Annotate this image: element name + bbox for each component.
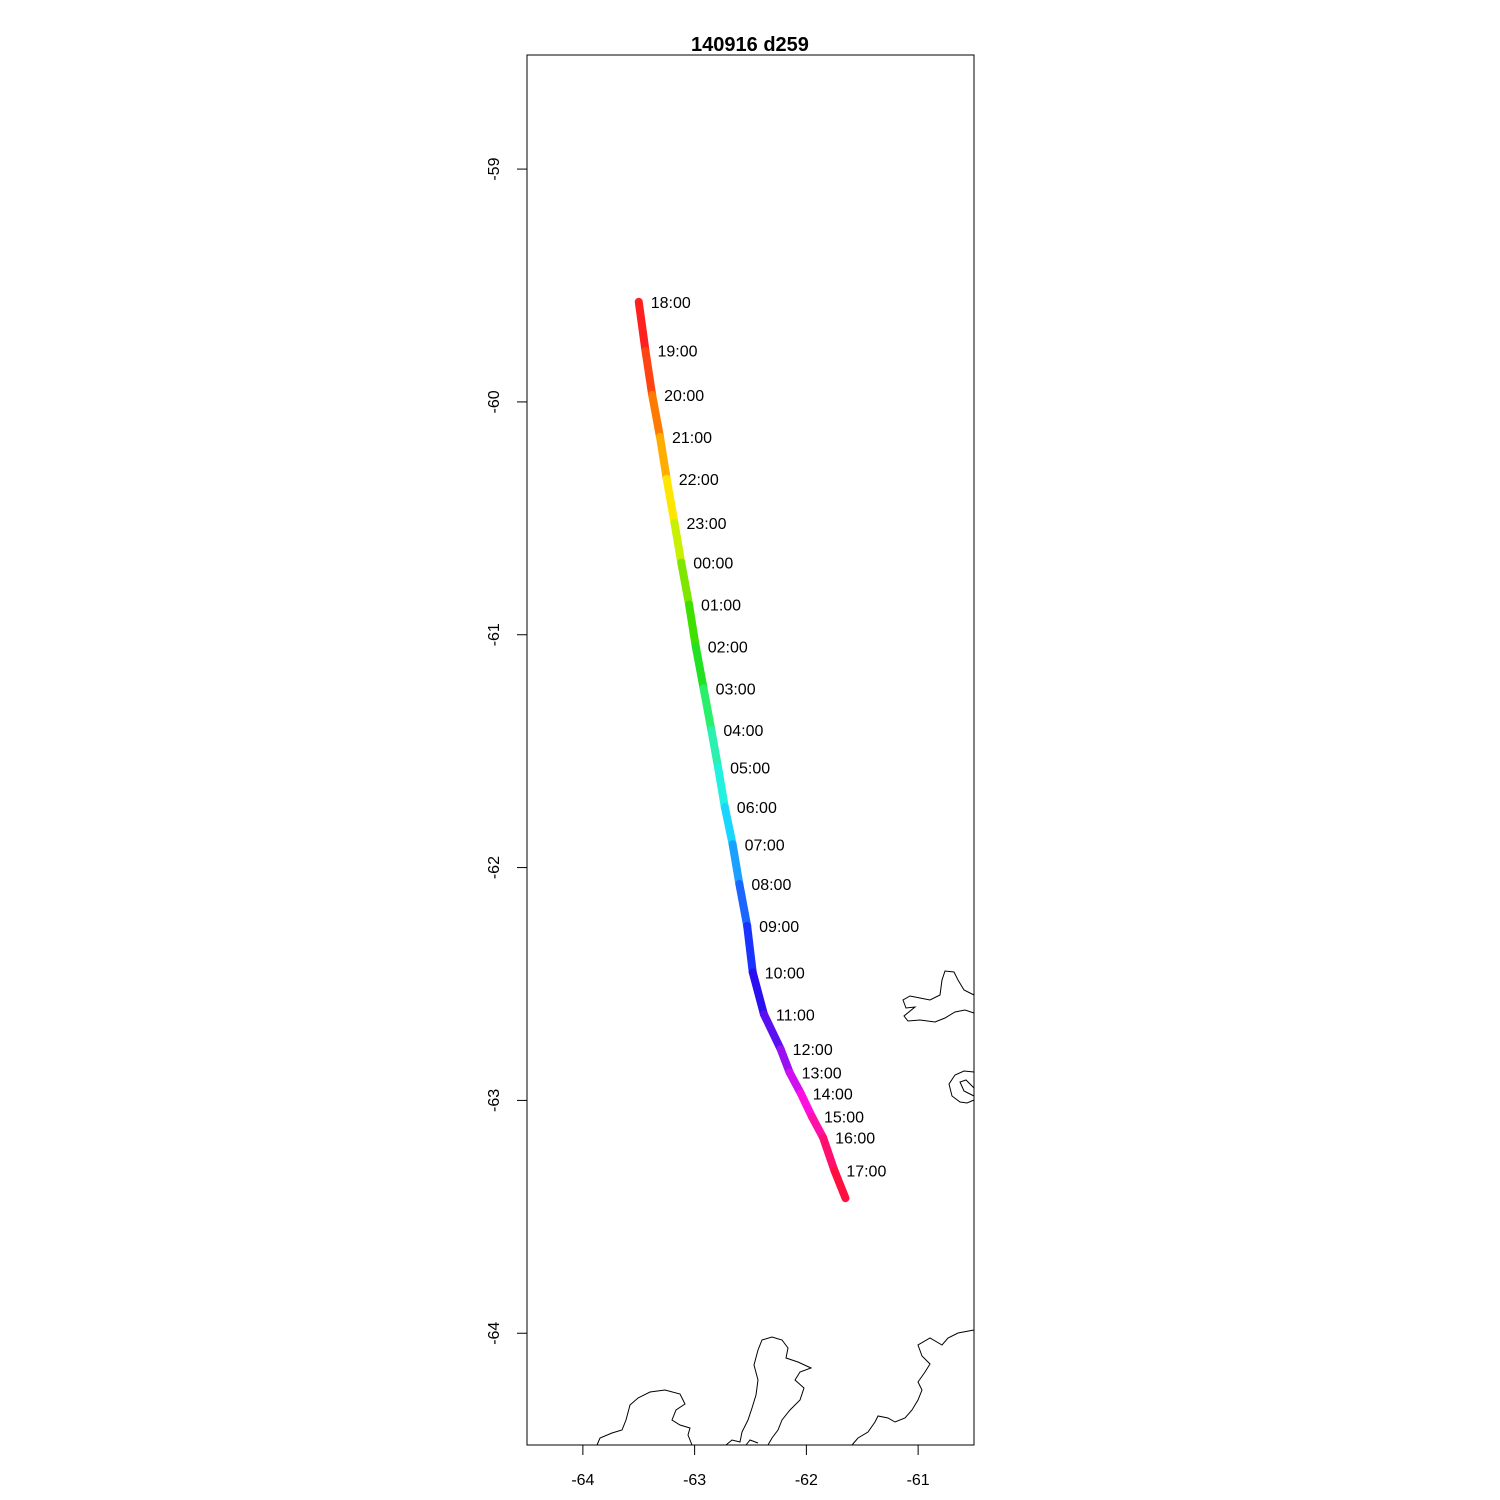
time-label: 06:00 <box>737 800 777 817</box>
coastline-peninsula-center <box>725 1336 813 1446</box>
time-label: 15:00 <box>824 1110 864 1127</box>
track-segment <box>655 432 671 483</box>
track-segment <box>670 518 686 567</box>
time-label: 00:00 <box>693 556 733 573</box>
track-segment <box>796 1089 816 1121</box>
track-segment <box>743 921 757 977</box>
y-axis: -59 -60 -61 -62 -63 -64 <box>486 157 528 1345</box>
x-tick-label: -62 <box>795 1472 818 1489</box>
time-label: 18:00 <box>651 295 691 312</box>
time-label: 07:00 <box>745 837 785 854</box>
track-segment <box>685 600 700 651</box>
track-segment <box>662 474 679 527</box>
time-label: 02:00 <box>708 639 748 656</box>
y-tick-label: -61 <box>486 623 503 646</box>
track-segment <box>641 346 657 399</box>
time-label: 01:00 <box>701 597 741 614</box>
time-label: 11:00 <box>776 1007 815 1024</box>
track-segment <box>720 803 737 849</box>
x-axis: -64 -63 -62 -61 <box>571 1444 930 1489</box>
ship-track <box>634 297 850 1203</box>
track-segment <box>691 642 708 693</box>
time-label: 04:00 <box>723 723 763 740</box>
y-tick-label: -60 <box>486 390 503 413</box>
time-label: 03:00 <box>716 681 756 698</box>
time-label: 13:00 <box>802 1065 842 1082</box>
track-segment <box>648 390 664 441</box>
time-label: 05:00 <box>730 760 770 777</box>
y-tick-label: -59 <box>486 157 503 180</box>
plot-frame <box>526 54 975 1446</box>
y-tick-label: -64 <box>486 1322 503 1345</box>
track-segment <box>759 1010 785 1054</box>
x-tick-label: -63 <box>683 1472 706 1489</box>
plot-title: 140916 d259 <box>691 34 809 56</box>
time-label: 20:00 <box>664 388 704 405</box>
x-tick-label: -61 <box>907 1472 930 1489</box>
time-label: 09:00 <box>759 919 799 936</box>
track-segment <box>830 1166 850 1203</box>
coastline-peninsula-east <box>851 1329 975 1446</box>
time-label: 10:00 <box>765 965 805 982</box>
time-label: 23:00 <box>687 516 727 533</box>
coastline-robert-island <box>948 1070 975 1104</box>
y-tick-label: -62 <box>486 856 503 879</box>
time-label: 21:00 <box>672 430 712 447</box>
track-segment <box>735 879 752 930</box>
track-segment <box>634 297 650 355</box>
track-segment <box>819 1133 839 1175</box>
track-segment <box>776 1045 794 1077</box>
x-tick-label: -64 <box>571 1472 594 1489</box>
track-segment <box>677 558 694 609</box>
time-labels: 18:00 19:00 20:00 21:00 22:00 23:00 00:00 01:00… <box>651 295 887 1180</box>
coastline-peninsula-west <box>596 1389 693 1446</box>
time-label: 14:00 <box>813 1086 853 1103</box>
coastline-king-george-island <box>902 970 975 1023</box>
time-label: 22:00 <box>679 472 719 489</box>
track-segment <box>699 684 716 735</box>
time-label: 17:00 <box>846 1163 886 1180</box>
time-label: 08:00 <box>751 877 791 894</box>
coastlines <box>596 970 975 1446</box>
track-segment <box>707 726 723 772</box>
track-segment <box>748 968 768 1019</box>
time-label: 12:00 <box>793 1042 833 1059</box>
track-segment <box>728 840 744 888</box>
y-tick-label: -63 <box>486 1089 503 1112</box>
time-label: 16:00 <box>835 1131 875 1148</box>
time-label: 19:00 <box>657 344 697 361</box>
track-segment <box>714 763 729 812</box>
